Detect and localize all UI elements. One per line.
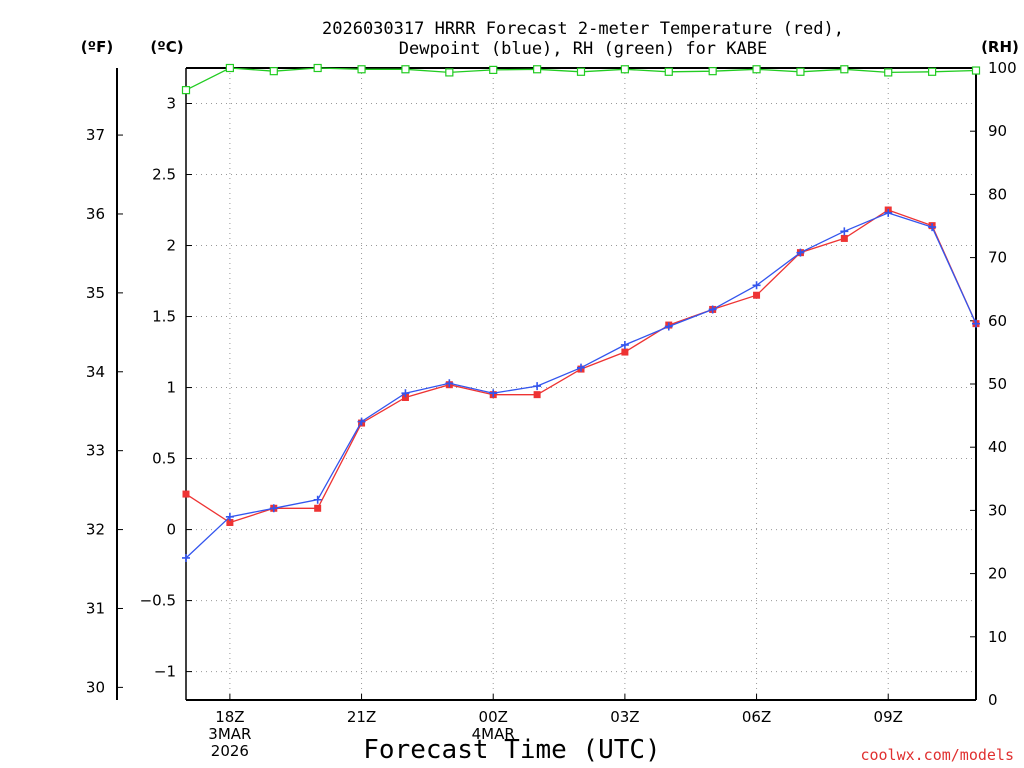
x-axis-title: Forecast Time (UTC) [363,735,660,765]
dewpoint-point [972,319,980,328]
rh-tick-label: 80 [988,185,1007,203]
temperature-point [226,518,234,526]
rh-tick-label: 10 [988,628,1007,646]
dewpoint-point [620,340,629,349]
dewpoint-point [928,223,937,232]
axes: −1 −0.5 0 0.5 1 1.5 2 2.5 3 30 31 32 33 34 35 36 37 0 10 20… [86,59,1017,760]
dewpoint-point [445,379,454,388]
rh-tick-label: 40 [988,438,1007,456]
rh-point [225,63,234,73]
x-tick-sublabel: 2026 [211,742,249,760]
rh-point [401,65,410,74]
temperature-point [753,291,761,299]
fahrenheit-tick-label: 32 [86,521,105,539]
celsius-tick-label: 1.5 [152,308,176,326]
temperature-point [314,504,322,512]
dewpoint-point [269,504,278,513]
dewpoint-point [884,208,893,217]
credit-text: coolwx.com/models [860,746,1014,764]
celsius-tick-label: 1 [166,379,176,397]
rh-point [533,65,542,74]
dewpoint-point [182,553,190,562]
rh-point [928,67,937,76]
fahrenheit-tick-label: 31 [86,599,105,617]
rh-point [796,67,805,76]
rh-tick-label: 100 [988,59,1017,77]
dewpoint-point [313,495,322,504]
rh-tick-label: 70 [988,249,1007,267]
rh-point [489,65,498,74]
celsius-tick-label: −1 [154,663,176,681]
dewpoint-point [840,227,849,236]
rh-point [181,86,191,95]
chart-title-line-1: 2026030317 HRRR Forecast 2-meter Tempera… [322,19,844,39]
dewpoint-point [225,512,234,521]
rh-point [664,67,673,76]
rh-tick-label: 50 [988,375,1007,393]
rh-point [708,67,717,76]
rh-point [971,66,981,75]
temperature-point [182,490,190,498]
fahrenheit-tick-label: 33 [86,442,105,460]
dewpoint-point [401,389,410,398]
rh-point [313,63,322,73]
temperature-point [533,391,541,399]
rh-point [752,65,761,74]
x-tick-label: 06Z [742,708,771,726]
dewpoint-point [752,281,761,290]
x-tick-label: 00Z [479,708,508,726]
series [181,63,981,562]
fahrenheit-tick-label: 34 [86,363,105,381]
fahrenheit-tick-label: 35 [86,284,105,302]
rh-point [840,65,849,74]
celsius-tick-label: 0.5 [152,450,176,468]
chart-title-line-2: Dewpoint (blue), RH (green) for KABE [399,39,767,59]
rh-point [884,68,893,77]
x-tick-sublabel: 3MAR [208,725,251,743]
fahrenheit-tick-label: 30 [86,678,105,696]
celsius-unit-label: (ºC) [150,38,183,56]
rh-tick-label: 20 [988,565,1007,583]
rh-tick-label: 0 [988,691,998,709]
series-line-dewpoint [185,212,977,559]
dewpoint-point [796,248,805,257]
x-tick-label: 03Z [610,708,639,726]
temperature-point [840,234,848,242]
dewpoint-point [708,305,717,314]
rh-tick-label: 90 [988,122,1007,140]
celsius-tick-label: 3 [166,95,176,113]
rh-point [269,67,278,76]
fahrenheit-tick-label: 37 [86,126,105,144]
dewpoint-point [489,389,498,398]
x-tick-sublabel: 4MAR [472,725,515,743]
dewpoint-point [577,363,585,372]
x-tick-label: 18Z [215,708,244,726]
rh-point [576,67,586,76]
rh-unit-label: (RH) [981,38,1019,56]
celsius-tick-label: 2.5 [152,166,176,184]
dewpoint-point [664,322,673,331]
celsius-tick-label: −0.5 [140,592,176,610]
fahrenheit-unit-label: (ºF) [81,38,113,56]
temperature-point [401,393,409,401]
fahrenheit-tick-label: 36 [86,205,105,223]
grid [186,68,976,700]
x-tick-label: 21Z [347,708,376,726]
rh-point [357,65,366,74]
dewpoint-point [357,417,366,426]
rh-tick-label: 30 [988,501,1007,519]
dewpoint-point [533,382,542,391]
rh-point [620,65,629,74]
temperature-point [621,348,629,356]
rh-tick-label: 60 [988,312,1007,330]
celsius-tick-label: 0 [166,521,176,539]
x-tick-label: 09Z [874,708,903,726]
rh-point [445,68,454,77]
celsius-tick-label: 2 [166,237,176,255]
